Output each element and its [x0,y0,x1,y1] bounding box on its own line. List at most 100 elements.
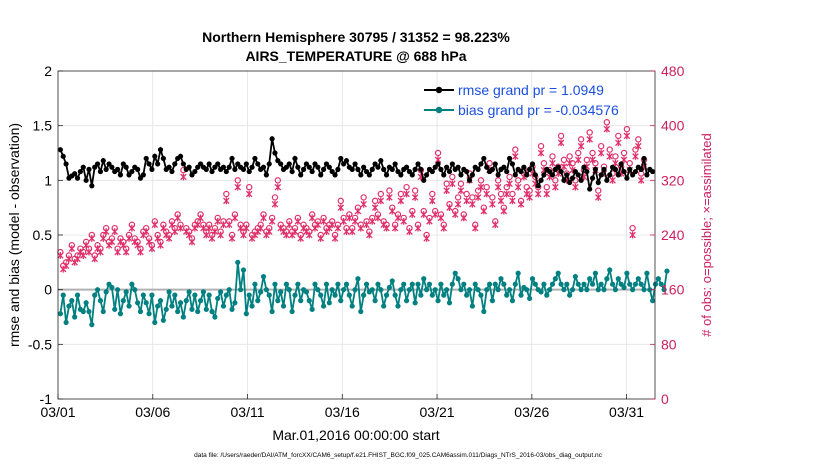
y-right-tick-label-6: 480 [661,63,685,79]
bias-point [661,287,667,293]
rmse-point [598,172,604,178]
bias-point [200,289,207,295]
obs-assimilated-point [615,139,622,147]
obs-assimilated-point [174,214,181,222]
obs-assimilated-point [100,235,107,242]
rmse-point [320,166,327,172]
obs-assimilated-point [577,142,585,150]
obs-assimilated-point [409,211,416,218]
obs-possible-point [549,153,556,160]
bias-point [269,308,275,315]
bias-point [349,303,355,309]
rmse-point [94,161,101,167]
obs-assimilated-point [348,228,356,235]
bias-point [607,267,613,273]
obs-assimilated-point [171,228,179,235]
obs-assimilated-point [265,228,273,235]
obs-possible-point [234,177,241,184]
bias-point [498,276,504,282]
y-left-tick-label-2: 0 [44,282,52,298]
obs-assimilated-point [220,221,227,229]
obs-assimilated-point [137,248,144,256]
bias-point [429,292,435,298]
bias-point [149,292,155,298]
obs-assimilated-point [637,176,645,184]
obs-possible-point [595,187,602,194]
bias-point [372,298,378,304]
bias-point [632,281,639,287]
rmse-point [160,155,166,162]
bias-point [298,298,304,304]
bias-point [332,292,338,298]
bias-point [126,303,132,309]
bias-point [343,281,350,287]
bias-point [475,287,481,293]
obs-assimilated-point [394,214,402,222]
obs-series [57,119,648,273]
bias-point [326,300,332,306]
bias-point [172,292,178,298]
bias-point [572,273,578,280]
obs-assimilated-point [340,217,347,225]
bias-point [615,276,621,282]
obs-assimilated-point [82,241,90,249]
obs-assimilated-point [297,235,304,242]
bias-point [240,267,247,273]
rmse-point [555,164,561,170]
rmse-point [343,158,350,164]
obs-assimilated-point [603,125,611,133]
obs-possible-point [560,156,568,164]
obs-assimilated-point [203,231,210,239]
rmse-point [564,172,570,178]
obs-assimilated-point [386,194,393,201]
bias-point [223,292,229,298]
bias-point [238,287,244,293]
y-left-tick-label-0: -1 [40,391,53,407]
rmse-point [403,164,410,170]
rmse-point [89,183,95,189]
rmse-point [215,161,221,167]
bias-point [532,281,538,287]
y-left-tick-label-5: 1.5 [33,118,53,134]
rmse-point [80,164,86,170]
bias-point [189,306,195,312]
bias-point [552,276,558,282]
obs-assimilated-point [108,238,116,246]
rmse-point [535,183,541,189]
obs-possible-point [615,132,622,140]
bias-point [481,308,487,315]
rmse-point [229,155,235,162]
obs-possible-point [371,197,379,205]
rmse-point [558,168,564,175]
rmse-point [429,168,435,175]
bias-point [461,281,467,287]
x-tick-label-2: 03/11 [231,404,265,420]
bias-point [252,281,258,287]
rmse-point [209,168,215,175]
obs-possible-point [514,177,522,184]
rmse-point [383,172,390,178]
rmse-point [169,168,175,175]
bias-point [630,287,636,293]
bias-point [598,281,604,287]
obs-assimilated-point [91,255,98,263]
rmse-point [206,161,212,167]
obs-assimilated-point [363,221,370,229]
obs-possible-point [506,173,513,181]
rmse-point [172,161,178,167]
rmse-point [226,164,232,170]
obs-assimilated-point [429,197,436,205]
rmse-point [100,158,106,164]
obs-assimilated-point [320,217,327,225]
bias-point [103,289,109,295]
bias-point [435,298,441,304]
obs-assimilated-point [102,228,110,235]
bias-point [166,289,172,295]
obs-assimilated-point [211,228,219,235]
bias-point [538,289,544,295]
rmse-point [492,161,498,167]
obs-assimilated-point [411,194,419,201]
rmse-point [538,177,544,183]
bias-point [441,292,447,298]
